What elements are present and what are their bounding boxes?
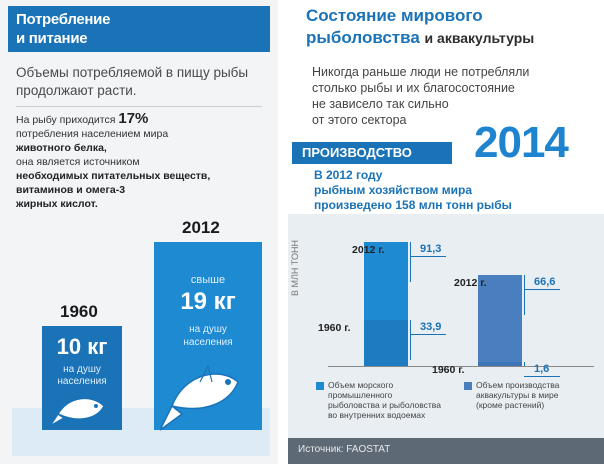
chart-baseline <box>328 366 594 367</box>
bar-capture-1960 <box>364 319 408 366</box>
per-capita-1960-b: населения <box>57 376 107 387</box>
bar-aquaculture-2012 <box>478 275 522 366</box>
legend-aquaculture-line: Объем производства <box>476 380 560 390</box>
category-label: 1960 г. <box>318 321 351 334</box>
legend-capture-line: Объем морского <box>328 380 394 390</box>
fisheries-title-part-a: рыболовства <box>306 28 425 47</box>
year-2014: 2014 <box>474 118 569 167</box>
production-chart <box>288 214 604 438</box>
legend-capture: Объем морского промышленного рыболовства… <box>328 380 441 420</box>
value-label: 91,3 <box>420 242 442 255</box>
legend-aquaculture-line: (кроме растений) <box>476 400 545 410</box>
consumption-title-line2: и питание <box>16 30 88 47</box>
consumption-title-line1: Потребление <box>16 11 111 28</box>
legend-aquaculture-line: аквакультуры в мире <box>476 390 559 400</box>
per-capita-2012-a: на душу <box>189 324 227 335</box>
divider <box>16 106 262 107</box>
value-1960: 10 кг <box>56 334 108 359</box>
production-summary: В 2012 году рыбным хозяйством мира произ… <box>314 168 594 213</box>
value-underline <box>410 333 446 335</box>
value-underline <box>524 376 560 377</box>
protein-percent: 17% <box>118 110 149 127</box>
fish-icon <box>50 397 105 427</box>
fisheries-title-line2: рыболовства и аквакультуры <box>306 28 534 48</box>
intro-line: не зависело так сильно <box>312 97 449 111</box>
above-2012: свыше <box>190 274 226 286</box>
value-leader <box>410 241 411 282</box>
fisheries-panel: Состояние мирового рыболовства и аквакул… <box>288 0 604 464</box>
fish-icon <box>160 364 239 431</box>
legend-capture-line: промышленного <box>328 390 393 400</box>
body-pre: На рыбу приходится <box>16 114 119 126</box>
production-line: В 2012 году <box>314 168 383 182</box>
body-line-bold: животного белка, <box>16 142 107 154</box>
fisheries-intro: Никогда раньше люди не потребляли стольк… <box>312 64 588 128</box>
body-line: потребления населением мира <box>16 128 169 140</box>
intro-line: Никогда раньше люди не потребляли <box>312 65 530 79</box>
legend-aquaculture: Объем производства аквакультуры в мире (… <box>476 380 559 410</box>
y-axis-label: В МЛН ТОНН <box>290 240 300 296</box>
fisheries-title-line1: Состояние мирового <box>306 6 483 25</box>
consumption-panel: Потребление и питание Объемы потребляемо… <box>0 0 278 464</box>
value-underline <box>410 255 446 257</box>
category-label: 2012 г. <box>352 243 385 256</box>
per-capita-1960-a: на душу <box>63 364 101 375</box>
production-label-box: ПРОИЗВОДСТВО <box>292 142 452 164</box>
value-underline <box>524 289 560 291</box>
source-bar: Источник: FAOSTAT <box>288 438 604 464</box>
consumption-subtitle: Объемы потребляемой в пищу рыбы продолжа… <box>16 65 249 98</box>
production-line: рыбным хозяйством мира <box>314 183 472 197</box>
source-text: Источник: FAOSTAT <box>298 444 391 455</box>
value-leader <box>410 319 411 360</box>
bar-aquaculture-1960 <box>478 362 522 366</box>
value-2012: 19 кг <box>180 288 236 315</box>
intro-line: столько рыбы и их благосостояние <box>312 81 515 95</box>
category-label: 1960 г. <box>432 364 465 376</box>
body-line-bold: необходимых питательных веществ, <box>16 170 211 182</box>
value-label: 33,9 <box>420 320 442 333</box>
year-2012-label: 2012 <box>182 218 220 237</box>
body-line-bold: витаминов и омега-3 <box>16 184 126 196</box>
year-1960-label: 1960 <box>60 302 98 321</box>
value-leader <box>524 275 525 316</box>
production-line: произведено 158 млн тонн рыбы <box>314 198 512 212</box>
consumption-header: Потребление и питание <box>8 6 270 52</box>
value-leader <box>524 362 525 366</box>
legend-swatch-aquaculture <box>464 382 472 390</box>
per-capita-2012-b: населения <box>183 337 233 348</box>
legend-capture-line: во внутренних водоемах <box>328 410 426 420</box>
body-line: она является источником <box>16 156 140 168</box>
category-label: 2012 г. <box>454 277 487 290</box>
value-label: 66,6 <box>534 276 556 289</box>
fisheries-title-part-b: и аквакультуры <box>424 30 535 46</box>
value-label: 1,6 <box>534 363 550 375</box>
panel-gap <box>278 0 288 464</box>
legend-capture-line: рыболовства и рыболовства <box>328 400 441 410</box>
intro-line: от этого сектора <box>312 113 407 127</box>
legend-swatch-capture <box>316 382 324 390</box>
production-label: ПРОИЗВОДСТВО <box>302 145 412 160</box>
body-line-bold: жирных кислот. <box>16 198 98 210</box>
consumption-body: На рыбу приходится 17% потребления насел… <box>16 110 268 211</box>
